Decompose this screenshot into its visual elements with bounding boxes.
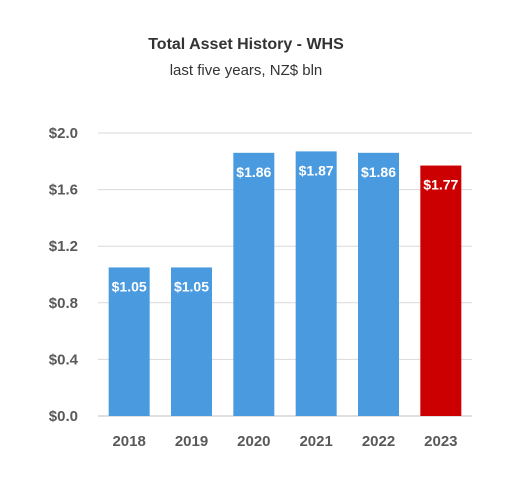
x-tick-label: 2018 — [112, 433, 145, 450]
chart-subtitle: last five years, NZ$ bln — [170, 62, 323, 79]
data-label-2023: $1.77 — [423, 177, 458, 193]
bars — [108, 151, 462, 416]
data-label-2020: $1.86 — [236, 164, 271, 180]
data-labels: $1.05 $1.05 $1.86 $1.87 $1.86 $1.77 — [112, 162, 459, 294]
bar-2022 — [358, 152, 399, 416]
bar-2019 — [171, 267, 212, 416]
y-tick-label: $1.6 — [49, 182, 78, 199]
bar-2020 — [233, 152, 275, 416]
y-axis-ticks: $0.0 $0.4 $0.8 $1.2 $1.6 $2.0 — [49, 125, 79, 425]
bar-2021 — [295, 151, 337, 416]
x-tick-label: 2021 — [299, 433, 332, 450]
y-tick-label: $1.2 — [49, 238, 78, 255]
y-tick-label: $0.4 — [49, 351, 79, 368]
bar-2023 — [420, 165, 462, 416]
y-tick-label: $0.0 — [49, 408, 78, 425]
data-label-2021: $1.87 — [299, 162, 334, 178]
y-tick-label: $0.8 — [49, 295, 78, 312]
y-tick-label: $2.0 — [49, 125, 78, 142]
x-tick-label: 2023 — [424, 433, 457, 450]
bar-2018 — [108, 267, 150, 416]
data-label-2018: $1.05 — [112, 278, 147, 294]
x-axis-ticks: 2018 2019 2020 2021 2022 2023 — [112, 433, 457, 450]
x-tick-label: 2022 — [362, 433, 395, 450]
x-tick-label: 2020 — [237, 433, 270, 450]
data-label-2022: $1.86 — [361, 164, 396, 180]
data-label-2019: $1.05 — [174, 278, 209, 294]
chart-title: Total Asset History - WHS — [148, 36, 344, 53]
gridlines — [98, 132, 472, 417]
x-tick-label: 2019 — [175, 433, 208, 450]
